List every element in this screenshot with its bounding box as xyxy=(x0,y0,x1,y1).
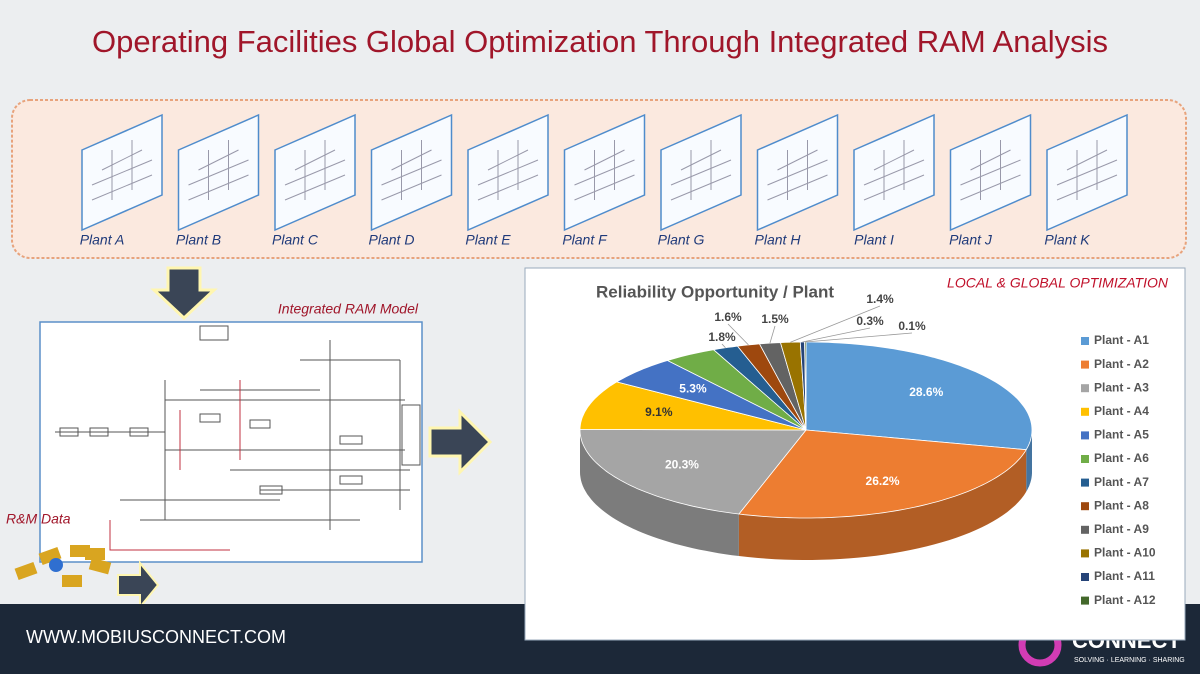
legend-label: Plant - A6 xyxy=(1094,451,1149,465)
plant-drawing xyxy=(767,140,828,201)
legend-label: Plant - A9 xyxy=(1094,522,1149,536)
legend-label: Plant - A1 xyxy=(1094,333,1149,347)
leader-line xyxy=(790,305,881,343)
plant-drawing xyxy=(284,140,346,201)
plant-label: Plant B xyxy=(176,232,221,248)
value-label: 20.3% xyxy=(665,457,699,471)
value-label: 1.6% xyxy=(714,310,742,324)
slice xyxy=(805,341,1033,451)
value-label: 0.3% xyxy=(856,314,884,328)
legend-swatch xyxy=(1081,384,1089,393)
value-label: 0.1% xyxy=(898,319,926,333)
legend-swatch xyxy=(1081,407,1089,416)
slice-side xyxy=(738,449,1027,560)
legend-label: Plant - A8 xyxy=(1094,498,1149,512)
legend-swatch xyxy=(1081,337,1089,345)
plant-thumbnail: Plant I xyxy=(853,113,935,248)
legend-swatch xyxy=(1081,502,1089,511)
plant-thumbnail: Plant B xyxy=(176,113,260,248)
plant-drawing xyxy=(477,140,539,201)
value-label: 26.2% xyxy=(866,474,900,488)
plant-thumbnail: Plant H xyxy=(755,113,839,248)
value-label: 1.8% xyxy=(708,330,736,344)
footer-tagline: SOLVING · LEARNING · SHARING xyxy=(1074,657,1185,664)
value-label: 1.4% xyxy=(866,292,894,306)
legend-label: Plant - A11 xyxy=(1094,569,1155,583)
plant-drawing xyxy=(670,140,732,201)
title: Operating Facilities Global Optimization… xyxy=(92,24,1108,59)
pie-chart: 28.6% 26.2% 20.3% 9.1% 5.3% 1.8% 1.6% 1.5% 1.4% 0… xyxy=(579,292,1156,607)
plant-thumbnail: Plant K xyxy=(1044,113,1128,248)
down-arrow xyxy=(150,266,218,321)
plant-row: Plant A Plant B Plant C Plant D Plant E Plant… xyxy=(80,113,1128,248)
value-label: 28.6% xyxy=(909,385,943,399)
model-label: Integrated RAM Model xyxy=(278,301,419,317)
legend-swatch xyxy=(1081,549,1089,558)
right-arrow xyxy=(428,408,493,476)
plant-label: Plant C xyxy=(272,232,319,248)
plant-thumbnail: Plant E xyxy=(465,113,549,248)
ram-diagram xyxy=(55,325,421,551)
plant-thumbnail: Plant C xyxy=(272,113,356,248)
plant-label: Plant E xyxy=(465,232,511,248)
data-blocks xyxy=(14,545,112,587)
plant-label: Plant G xyxy=(658,232,705,248)
legend-swatch xyxy=(1081,573,1089,581)
plant-thumbnail: Plant F xyxy=(562,113,646,248)
slice xyxy=(738,429,1027,519)
value-label: 9.1% xyxy=(645,405,673,419)
legend-label: Plant - A12 xyxy=(1094,593,1156,607)
plant-label: Plant D xyxy=(369,232,415,248)
plant-thumbnail: Plant D xyxy=(369,113,453,248)
legend-swatch xyxy=(1081,596,1089,605)
plant-label: Plant F xyxy=(562,232,608,248)
legend-swatch xyxy=(1081,478,1089,487)
legend-swatch xyxy=(1081,360,1089,369)
slice xyxy=(579,428,807,515)
slice xyxy=(579,381,807,431)
plant-drawing xyxy=(1056,140,1118,201)
legend-label: Plant - A4 xyxy=(1094,404,1149,418)
legend-swatch xyxy=(1081,525,1089,534)
leader-line xyxy=(802,327,871,343)
value-label: 1.5% xyxy=(761,312,789,326)
value-label: 5.3% xyxy=(679,382,707,396)
legend-label: Plant - A2 xyxy=(1094,357,1149,371)
legend-swatch xyxy=(1081,431,1089,440)
chart-title: Reliability Opportunity / Plant xyxy=(596,282,834,301)
slice-side xyxy=(580,430,739,556)
plant-label: Plant A xyxy=(80,232,125,248)
slice-side xyxy=(1026,430,1032,492)
plant-thumbnail: Plant J xyxy=(949,113,1032,248)
legend-swatch xyxy=(1081,455,1089,463)
plant-drawing xyxy=(381,140,442,201)
legend-label: Plant - A7 xyxy=(1094,475,1149,489)
leader-line xyxy=(805,332,913,343)
legend-label: Plant - A3 xyxy=(1094,380,1149,394)
slice xyxy=(666,349,807,431)
plant-drawing xyxy=(960,140,1021,201)
plant-drawing xyxy=(188,140,249,201)
slice xyxy=(615,360,807,431)
up-arrow xyxy=(117,560,160,610)
ram-model xyxy=(39,321,423,563)
leader-line xyxy=(727,323,749,346)
plant-drawing xyxy=(574,140,635,201)
data-label: R&M Data xyxy=(6,511,71,527)
plant-label: Plant K xyxy=(1044,232,1090,248)
legend-label: Plant - A10 xyxy=(1094,546,1156,560)
footer-url: WWW.MOBIUSCONNECT.COM xyxy=(26,627,286,647)
plant-drawing xyxy=(863,140,925,201)
plant-thumbnail: Plant G xyxy=(658,113,742,248)
leader-line xyxy=(769,325,776,344)
leader-line xyxy=(721,343,726,349)
legend-label: Plant - A5 xyxy=(1094,428,1149,442)
plant-label: Plant I xyxy=(854,232,894,248)
plant-thumbnail: Plant A xyxy=(80,113,163,248)
plant-label: Plant H xyxy=(755,232,802,248)
plant-label: Plant J xyxy=(949,232,993,248)
plant-drawing xyxy=(91,140,153,201)
chart-annotation: LOCAL & GLOBAL OPTIMIZATION xyxy=(947,275,1169,291)
